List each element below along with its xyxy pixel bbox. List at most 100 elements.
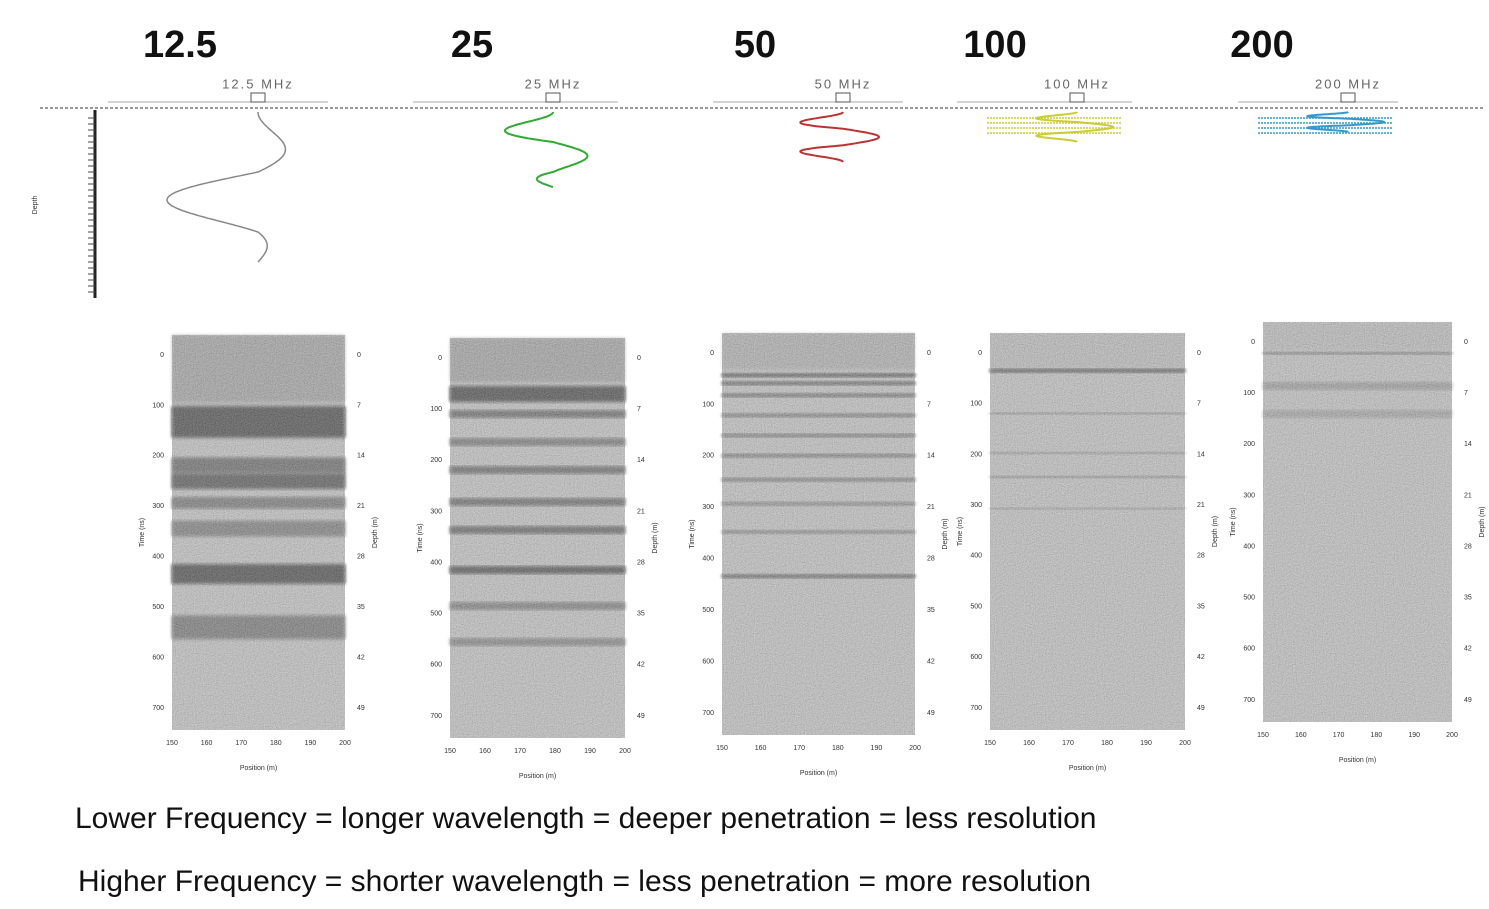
depth-tick-label: 35 <box>1197 603 1205 610</box>
position-axis-label: Position (m) <box>240 765 277 772</box>
antenna-box <box>1340 92 1356 103</box>
depth-tick-label: 42 <box>1464 646 1472 653</box>
depth-tick-label: 14 <box>1464 441 1472 448</box>
frequency-label: 200 <box>1230 24 1293 66</box>
time-tick-label: 300 <box>1243 492 1255 499</box>
time-tick-label: 300 <box>152 503 164 510</box>
wavelet-label: 50 MHz <box>815 76 872 91</box>
position-tick-label: 170 <box>1062 740 1074 747</box>
depth-tick-label: 35 <box>637 611 645 618</box>
radargram-noise <box>990 333 1185 730</box>
position-tick-label: 200 <box>339 740 351 747</box>
time-tick-label: 200 <box>1243 441 1255 448</box>
depth-tick-label: 21 <box>1197 502 1205 509</box>
depth-tick-label: 14 <box>357 453 365 460</box>
time-tick-label: 0 <box>160 352 164 359</box>
depth-tick-label: 7 <box>357 402 361 409</box>
time-tick-label: 400 <box>152 554 164 561</box>
frequency-label: 100 <box>963 24 1026 66</box>
position-tick-label: 170 <box>793 745 805 752</box>
depth-axis-label: Depth (m) <box>652 522 659 553</box>
radargram-noise <box>450 338 625 738</box>
position-tick-label: 180 <box>1101 740 1113 747</box>
time-tick-label: 0 <box>978 350 982 357</box>
position-tick-label: 160 <box>1295 732 1307 739</box>
position-tick-label: 180 <box>1371 732 1383 739</box>
position-tick-label: 170 <box>514 748 526 755</box>
depth-tick-label: 14 <box>637 457 645 464</box>
time-axis-label: Time (ns) <box>957 517 964 546</box>
time-tick-label: 700 <box>152 705 164 712</box>
time-tick-label: 400 <box>1243 543 1255 550</box>
position-tick-label: 180 <box>832 745 844 752</box>
depth-tick-label: 49 <box>637 713 645 720</box>
position-tick-label: 180 <box>549 748 561 755</box>
time-tick-label: 500 <box>430 611 442 618</box>
radargram <box>990 333 1185 730</box>
wavelet <box>503 111 589 188</box>
position-tick-label: 150 <box>1257 732 1269 739</box>
frequency-label: 50 <box>734 24 776 66</box>
position-tick-label: 200 <box>1446 732 1458 739</box>
position-tick-label: 150 <box>444 748 456 755</box>
position-tick-label: 160 <box>201 740 213 747</box>
radargram <box>450 338 625 738</box>
time-tick-label: 300 <box>702 504 714 511</box>
time-tick-label: 400 <box>702 556 714 563</box>
time-axis-label: Time (ns) <box>689 519 696 548</box>
time-tick-label: 400 <box>430 559 442 566</box>
position-tick-label: 150 <box>716 745 728 752</box>
antenna-box <box>835 92 851 103</box>
wavelet-label: 25 MHz <box>525 76 582 91</box>
depth-label: Depth <box>32 196 39 215</box>
depth-tick-label: 42 <box>637 662 645 669</box>
depth-tick-label: 14 <box>927 453 935 460</box>
depth-tick-label: 28 <box>1197 553 1205 560</box>
depth-tick-label: 42 <box>1197 654 1205 661</box>
wavelet-label: 100 MHz <box>1044 76 1110 91</box>
time-tick-label: 500 <box>702 607 714 614</box>
position-tick-label: 170 <box>235 740 247 747</box>
position-axis-label: Position (m) <box>1339 757 1376 764</box>
depth-tick-label: 49 <box>927 710 935 717</box>
time-tick-label: 200 <box>430 457 442 464</box>
time-tick-label: 100 <box>702 401 714 408</box>
time-tick-label: 600 <box>430 662 442 669</box>
depth-tick-label: 21 <box>357 503 365 510</box>
time-tick-label: 500 <box>1243 595 1255 602</box>
position-axis-label: Position (m) <box>519 773 556 780</box>
radargram-noise <box>172 335 345 730</box>
depth-tick-label: 21 <box>927 504 935 511</box>
time-tick-label: 0 <box>1251 339 1255 346</box>
time-tick-label: 600 <box>702 658 714 665</box>
position-tick-label: 190 <box>584 748 596 755</box>
time-tick-label: 100 <box>152 402 164 409</box>
time-tick-label: 700 <box>430 713 442 720</box>
wavelet <box>799 111 881 163</box>
position-tick-label: 170 <box>1333 732 1345 739</box>
caption-line: Higher Frequency = shorter wavelength = … <box>78 865 1091 898</box>
depth-tick-label: 21 <box>1464 492 1472 499</box>
depth-tick-label: 0 <box>357 352 361 359</box>
radargram-noise <box>722 333 915 735</box>
time-tick-label: 600 <box>1243 646 1255 653</box>
depth-axis-label: Depth (m) <box>1212 516 1219 547</box>
depth-tick-label: 35 <box>1464 595 1472 602</box>
depth-tick-label: 14 <box>1197 451 1205 458</box>
antenna-box <box>250 92 266 103</box>
time-tick-label: 0 <box>710 350 714 357</box>
position-tick-label: 190 <box>1408 732 1420 739</box>
time-tick-label: 600 <box>970 654 982 661</box>
radargram <box>1263 322 1452 722</box>
wavelet <box>1035 111 1115 143</box>
position-tick-label: 190 <box>305 740 317 747</box>
position-tick-label: 150 <box>166 740 178 747</box>
depth-tick-label: 0 <box>1464 339 1468 346</box>
depth-tick-label: 49 <box>357 705 365 712</box>
time-tick-label: 200 <box>152 453 164 460</box>
depth-tick-label: 28 <box>357 554 365 561</box>
depth-axis-label: Depth (m) <box>372 517 379 548</box>
depth-tick-label: 7 <box>1464 390 1468 397</box>
caption-line: Lower Frequency = longer wavelength = de… <box>75 802 1096 835</box>
